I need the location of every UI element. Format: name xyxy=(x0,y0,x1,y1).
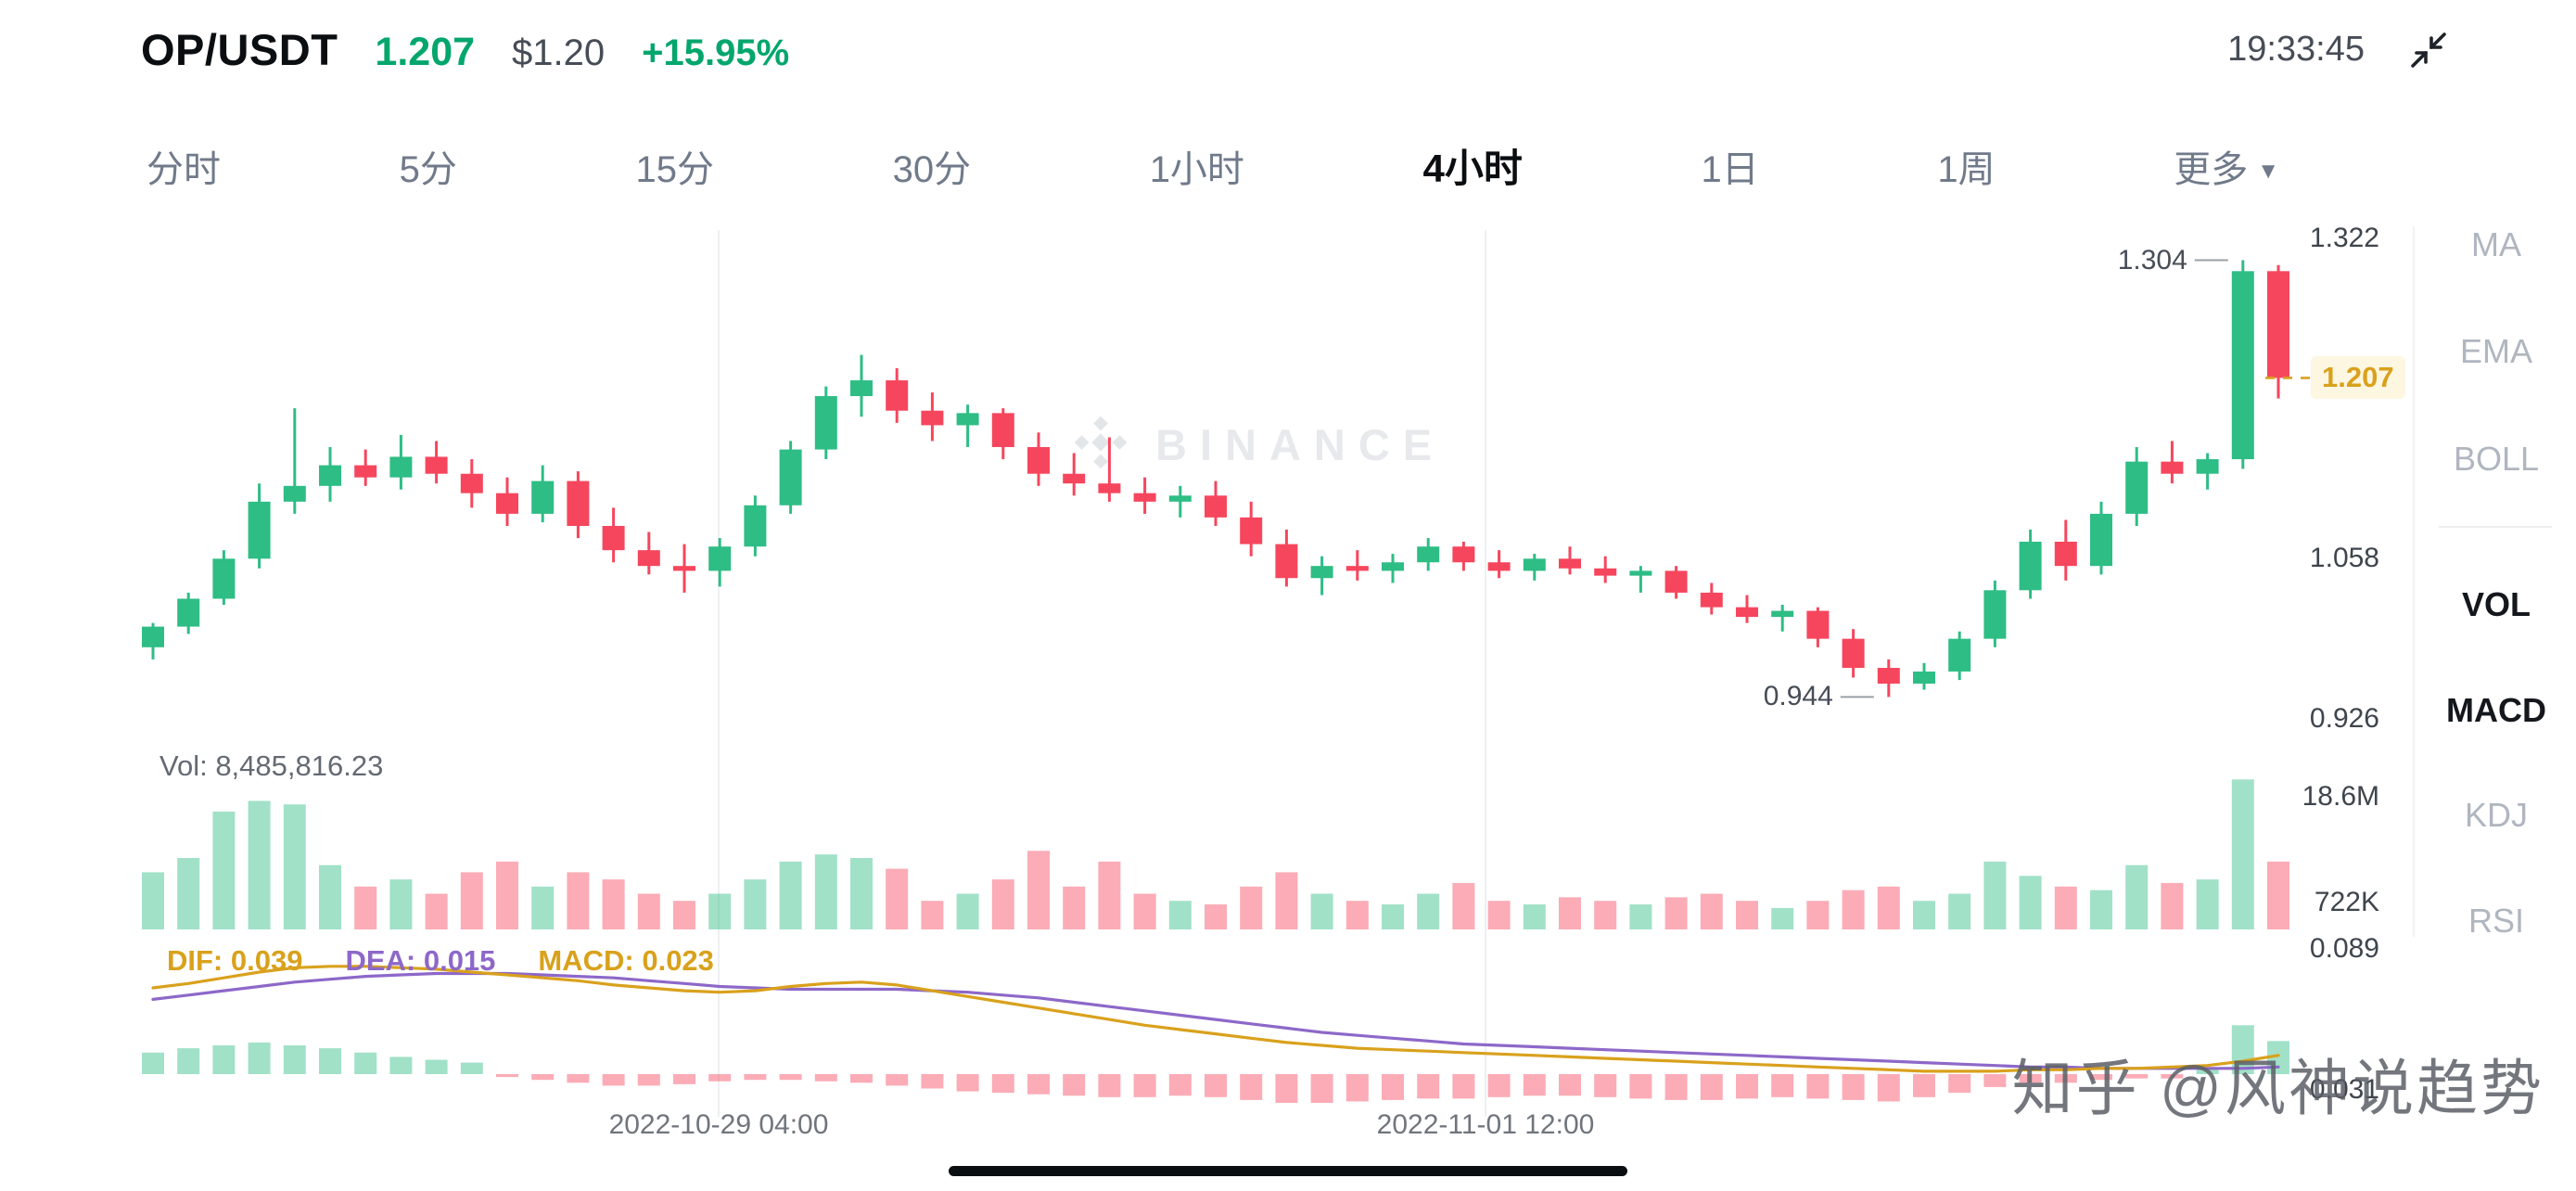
volume-tick: 18.6M xyxy=(2302,781,2379,812)
dif-line xyxy=(151,965,2280,1073)
indicator-vol[interactable]: VOL xyxy=(2461,585,2531,623)
indicator-boll[interactable]: BOLL xyxy=(2453,440,2540,478)
timeframe-tabs: 分时 5分 15分 30分 1小时 4小时 1日 1周 更多 ▼ xyxy=(147,137,2279,194)
macd-value-label: MACD: 0.023 xyxy=(538,944,714,977)
timeframe-tab-7[interactable]: 1周 xyxy=(1937,148,1996,190)
chevron-down-icon: ▼ xyxy=(2257,158,2279,184)
last-price: 1.207 xyxy=(375,30,476,74)
dea-value-label: DEA: 0.015 xyxy=(345,944,496,977)
current-price-label: 1.207 xyxy=(2311,356,2405,400)
macd-tick: 0.031 xyxy=(2309,1074,2379,1105)
binance-watermark: BINANCE xyxy=(1072,414,1445,476)
dea-line xyxy=(151,971,2280,1070)
price-tick: 1.058 xyxy=(2309,543,2379,573)
volume-tick: 722K xyxy=(2314,887,2379,917)
header-right: 19:33:45 xyxy=(2227,29,2450,71)
sidebar-divider xyxy=(2439,526,2552,528)
zhihu-watermark: 知乎 @风神说趋势 xyxy=(2011,1054,2544,1122)
grid-lines xyxy=(718,230,1486,1117)
change-percent: +15.95% xyxy=(642,32,790,73)
timeframe-tab-8[interactable]: 更多 ▼ xyxy=(2174,148,2279,190)
timeframe-tab-3[interactable]: 30分 xyxy=(892,148,972,190)
volume-title: Vol: 8,485,816.23 xyxy=(159,749,384,782)
header-left: OP/USDT 1.207 $1.20 +15.95% xyxy=(141,24,789,75)
session-high-annotation: 1.304 xyxy=(2117,244,2187,275)
volume-series xyxy=(142,779,2289,929)
candlestick-series xyxy=(142,260,2289,698)
price-tick: 0.926 xyxy=(2309,703,2379,734)
binance-watermark-text: BINANCE xyxy=(1155,420,1446,469)
indicator-macd[interactable]: MACD xyxy=(2446,691,2546,729)
home-indicator[interactable] xyxy=(949,1166,1627,1176)
session-low-annotation: 0.944 xyxy=(1763,681,1833,712)
price-tick: 1.322 xyxy=(2309,223,2379,253)
timeframe-tab-2[interactable]: 15分 xyxy=(635,148,714,190)
symbol-title: OP/USDT xyxy=(141,25,338,74)
timeframe-tab-1[interactable]: 5分 xyxy=(399,148,457,190)
dif-value-label: DIF: 0.039 xyxy=(167,944,303,977)
x-axis-date: 2022-11-01 12:00 xyxy=(1376,1109,1595,1140)
header: OP/USDT 1.207 $1.20 +15.95% 19:33:45 xyxy=(141,24,2450,75)
x-axis-date: 2022-10-29 04:00 xyxy=(608,1109,829,1140)
timeframe-tab-6[interactable]: 1日 xyxy=(1701,148,1759,190)
macd-histogram xyxy=(142,1025,2289,1103)
timeframe-tab-4[interactable]: 1小时 xyxy=(1149,148,1244,190)
fiat-price: $1.20 xyxy=(512,32,606,73)
indicator-ema[interactable]: EMA xyxy=(2459,332,2532,370)
macd-tick: 0.089 xyxy=(2309,933,2379,964)
macd-value-labels: DIF: 0.039 DEA: 0.015 MACD: 0.023 xyxy=(167,944,714,978)
indicator-ma[interactable]: MA xyxy=(2471,225,2521,263)
binance-logo-icon xyxy=(1072,414,1129,476)
indicator-kdj[interactable]: KDJ xyxy=(2464,796,2528,834)
indicator-rsi[interactable]: RSI xyxy=(2468,902,2524,940)
collapse-fullscreen-icon[interactable] xyxy=(2407,29,2450,71)
sidebar-separator xyxy=(2413,226,2415,937)
timeframe-tab-0[interactable]: 分时 xyxy=(147,148,221,190)
timeframe-tab-5[interactable]: 4小时 xyxy=(1422,147,1523,190)
clock: 19:33:45 xyxy=(2227,30,2365,69)
